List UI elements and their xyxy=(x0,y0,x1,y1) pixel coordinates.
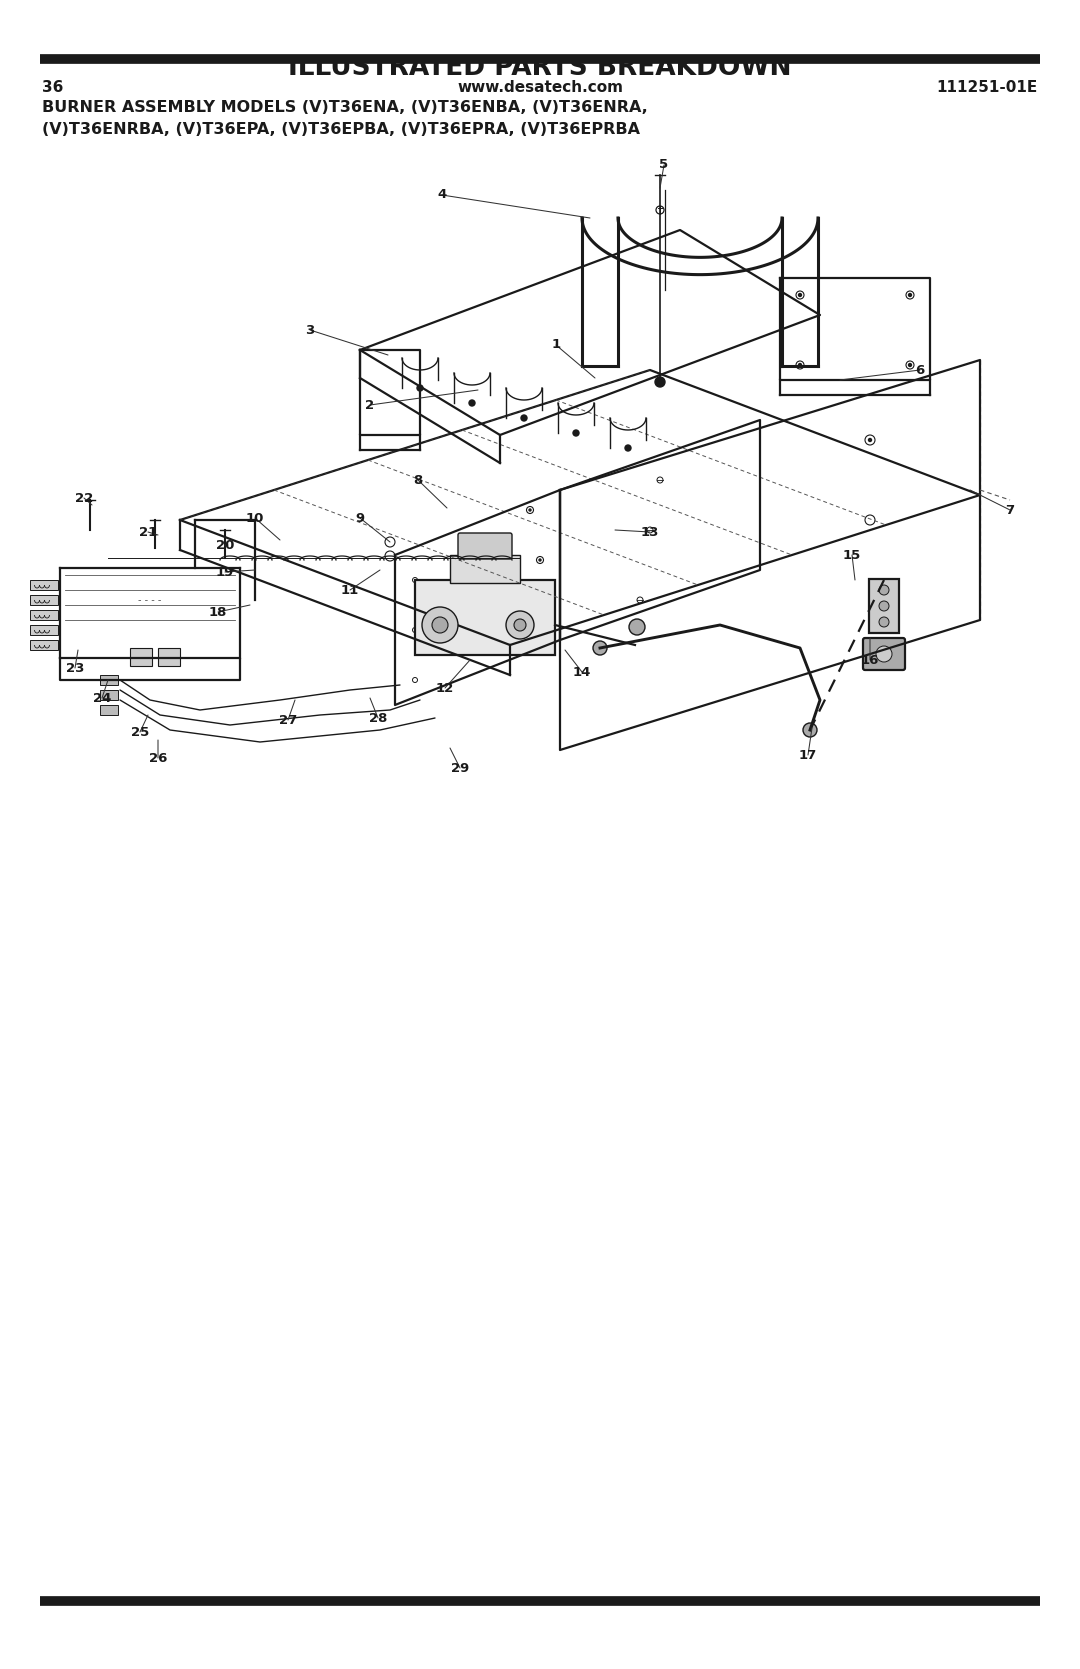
Circle shape xyxy=(879,601,889,611)
Text: 21: 21 xyxy=(139,526,157,539)
FancyBboxPatch shape xyxy=(100,674,118,684)
Text: 14: 14 xyxy=(572,666,591,679)
Text: ILLUSTRATED PARTS BREAKDOWN: ILLUSTRATED PARTS BREAKDOWN xyxy=(288,55,792,82)
Circle shape xyxy=(422,608,458,643)
Text: 3: 3 xyxy=(306,324,314,337)
Text: 23: 23 xyxy=(66,661,84,674)
Text: - - - -: - - - - xyxy=(138,596,162,604)
Text: 26: 26 xyxy=(149,751,167,764)
Circle shape xyxy=(629,619,645,634)
Text: 11: 11 xyxy=(341,584,360,596)
Text: 10: 10 xyxy=(246,511,265,524)
Text: 6: 6 xyxy=(916,364,924,377)
Text: www.desatech.com: www.desatech.com xyxy=(457,80,623,95)
Circle shape xyxy=(593,641,607,654)
FancyBboxPatch shape xyxy=(458,532,512,559)
FancyBboxPatch shape xyxy=(450,556,519,582)
Text: 5: 5 xyxy=(660,159,669,172)
FancyBboxPatch shape xyxy=(130,648,152,666)
Circle shape xyxy=(417,386,423,391)
Text: 15: 15 xyxy=(842,549,861,561)
FancyBboxPatch shape xyxy=(863,638,905,669)
Text: 19: 19 xyxy=(216,566,234,579)
FancyBboxPatch shape xyxy=(30,639,58,649)
FancyBboxPatch shape xyxy=(415,581,555,654)
Text: 27: 27 xyxy=(279,714,297,726)
FancyBboxPatch shape xyxy=(30,609,58,619)
Text: 17: 17 xyxy=(799,748,818,761)
Circle shape xyxy=(798,294,801,297)
Circle shape xyxy=(908,364,912,367)
Text: 36: 36 xyxy=(42,80,64,95)
Text: 16: 16 xyxy=(861,654,879,666)
Text: 9: 9 xyxy=(355,511,365,524)
FancyBboxPatch shape xyxy=(100,689,118,699)
FancyBboxPatch shape xyxy=(30,596,58,604)
FancyBboxPatch shape xyxy=(30,624,58,634)
Circle shape xyxy=(876,646,892,663)
Text: 111251-01E: 111251-01E xyxy=(936,80,1038,95)
Circle shape xyxy=(521,416,527,421)
Text: 18: 18 xyxy=(208,606,227,619)
Circle shape xyxy=(654,377,665,387)
FancyBboxPatch shape xyxy=(869,579,899,633)
Text: 7: 7 xyxy=(1005,504,1014,516)
Circle shape xyxy=(529,509,531,511)
Circle shape xyxy=(908,294,912,297)
Text: 25: 25 xyxy=(131,726,149,738)
Circle shape xyxy=(514,619,526,631)
Text: 13: 13 xyxy=(640,526,659,539)
Text: 1: 1 xyxy=(552,339,561,352)
Circle shape xyxy=(539,559,541,561)
Circle shape xyxy=(529,609,531,611)
Text: 28: 28 xyxy=(368,711,388,724)
Circle shape xyxy=(432,618,448,633)
Circle shape xyxy=(507,611,534,639)
Circle shape xyxy=(879,618,889,628)
Text: 2: 2 xyxy=(365,399,375,412)
Text: 24: 24 xyxy=(93,691,111,704)
Text: 29: 29 xyxy=(450,761,469,774)
FancyBboxPatch shape xyxy=(30,581,58,591)
Text: 8: 8 xyxy=(414,474,422,486)
Text: BURNER ASSEMBLY MODELS (V)T36ENA, (V)T36ENBA, (V)T36ENRA,: BURNER ASSEMBLY MODELS (V)T36ENA, (V)T36… xyxy=(42,100,648,115)
Text: 12: 12 xyxy=(436,681,454,694)
FancyBboxPatch shape xyxy=(158,648,180,666)
Text: 20: 20 xyxy=(216,539,234,551)
Circle shape xyxy=(573,431,579,436)
Circle shape xyxy=(625,446,631,451)
Circle shape xyxy=(804,723,816,738)
Text: (V)T36ENRBA, (V)T36EPA, (V)T36EPBA, (V)T36EPRA, (V)T36EPRBA: (V)T36ENRBA, (V)T36EPA, (V)T36EPBA, (V)T… xyxy=(42,122,640,137)
Text: 4: 4 xyxy=(437,189,447,202)
FancyBboxPatch shape xyxy=(100,704,118,714)
Circle shape xyxy=(879,586,889,596)
Circle shape xyxy=(469,401,475,406)
Circle shape xyxy=(868,439,872,442)
Circle shape xyxy=(798,364,801,367)
Text: 22: 22 xyxy=(75,491,93,504)
